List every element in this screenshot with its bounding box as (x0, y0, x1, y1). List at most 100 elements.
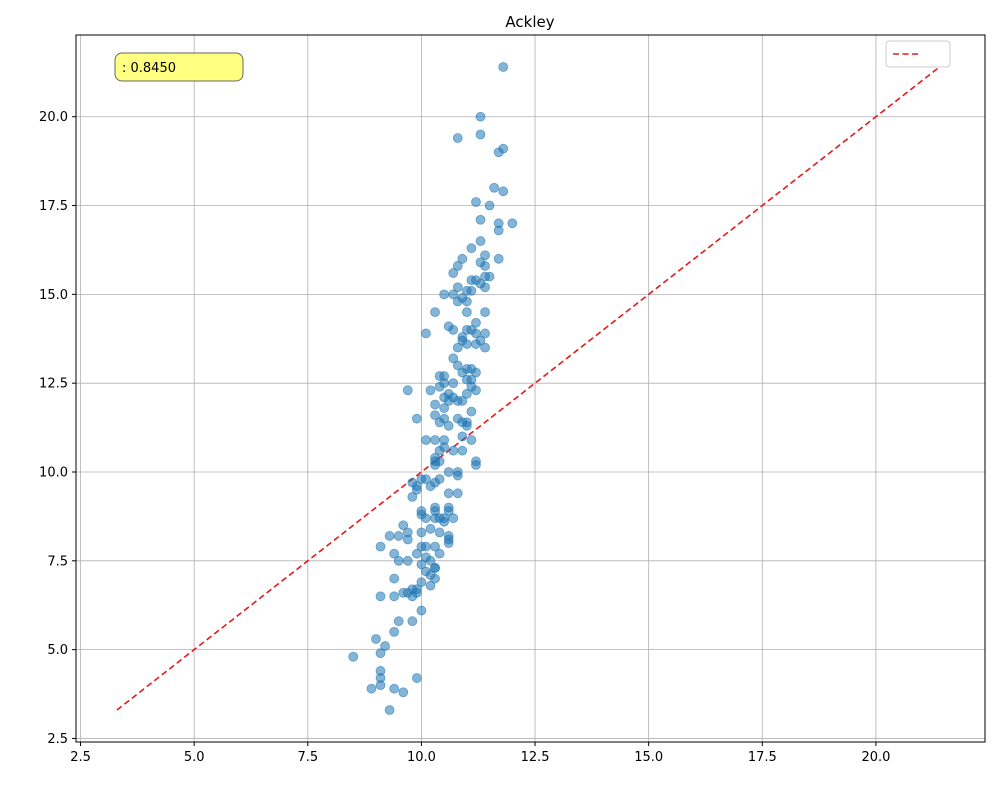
data-point (421, 435, 431, 445)
data-point (480, 307, 490, 318)
data-point (475, 111, 486, 122)
annotation-value: : 0.8450 (122, 61, 176, 76)
data-point (457, 445, 468, 456)
annotation-text: : 0.8450 (122, 61, 176, 76)
y-tick-label: 10.0 (39, 465, 68, 480)
data-point (402, 534, 413, 545)
x-tick-label: 12.5 (521, 750, 550, 765)
data-point (407, 616, 418, 627)
data-point (461, 388, 472, 399)
data-point (452, 342, 463, 353)
data-point (498, 186, 509, 197)
data-point (448, 289, 459, 300)
data-point (439, 516, 450, 527)
data-point (425, 481, 436, 492)
data-point (411, 413, 422, 424)
data-point (411, 548, 422, 559)
x-tick-label: 20.0 (861, 750, 890, 765)
data-point (416, 474, 427, 484)
data-point (416, 559, 427, 570)
y-tick-label: 2.5 (47, 732, 68, 747)
data-point (452, 261, 463, 271)
x-axis-ticks: 2.5 5.0 7.5 10.0 12.5 15.0 17.5 20.0 (70, 742, 890, 765)
data-point (498, 62, 509, 72)
data-point (471, 459, 481, 470)
y-tick-label: 12.5 (39, 377, 68, 392)
data-point (371, 634, 381, 644)
data-point (434, 527, 445, 538)
data-point (430, 435, 440, 445)
data-point (430, 541, 440, 552)
data-point (348, 651, 359, 662)
data-point (384, 705, 395, 715)
data-point (434, 417, 445, 428)
data-point (416, 605, 427, 616)
data-point (375, 648, 386, 659)
data-point (475, 236, 486, 246)
annotation-background (114, 52, 244, 82)
data-point (375, 680, 386, 691)
data-point (421, 541, 431, 552)
y-tick-label: 20.0 (39, 110, 68, 125)
data-point (461, 296, 472, 307)
data-point (484, 200, 495, 211)
data-point (375, 541, 386, 552)
data-point (430, 399, 440, 410)
data-point (416, 577, 427, 588)
x-tick-label: 2.5 (70, 750, 91, 765)
y-tick-label: 15.0 (39, 288, 68, 303)
data-point (443, 396, 454, 406)
data-point (457, 367, 468, 378)
data-point (425, 523, 436, 534)
data-point (398, 520, 409, 531)
data-point (448, 445, 459, 456)
data-point (430, 563, 440, 573)
data-point (489, 182, 500, 193)
data-point (461, 420, 472, 431)
y-axis-ticks: 2.5 5.0 7.5 10.0 12.5 15.0 17.5 20.0 (39, 110, 76, 747)
data-point (507, 218, 518, 229)
data-point (471, 339, 481, 349)
plot-frame (75, 34, 986, 743)
data-point (443, 420, 454, 431)
data-point (461, 285, 472, 296)
data-point (448, 268, 459, 278)
data-point (411, 673, 422, 683)
data-point (475, 214, 486, 225)
data-point (480, 261, 490, 271)
data-point (484, 271, 495, 282)
y-tick-label: 5.0 (47, 643, 68, 658)
data-point (402, 555, 413, 566)
data-point (452, 360, 463, 371)
data-point (407, 591, 418, 602)
data-point (452, 282, 463, 293)
data-point (389, 683, 400, 694)
x-tick-label: 7.5 (297, 750, 318, 765)
x-tick-label: 5.0 (184, 750, 205, 765)
data-point (452, 488, 463, 499)
reference-line (116, 66, 941, 711)
data-point (380, 641, 390, 651)
data-point (452, 470, 463, 481)
data-point (425, 555, 436, 566)
data-point (430, 410, 440, 421)
data-point (439, 403, 450, 413)
data-point (466, 243, 477, 254)
data-point (393, 555, 404, 566)
data-point (466, 406, 477, 417)
data-point (471, 385, 481, 396)
data-point (411, 484, 422, 495)
y-tick-label: 7.5 (47, 554, 68, 569)
data-point (475, 129, 486, 140)
data-point (443, 506, 454, 516)
data-point (457, 396, 468, 406)
data-point (434, 548, 445, 559)
data-point (471, 317, 481, 328)
grid (76, 35, 985, 742)
data-point (471, 328, 481, 339)
data-point (434, 445, 445, 456)
y-tick-label: 17.5 (39, 199, 68, 214)
scatter-points (348, 62, 518, 715)
